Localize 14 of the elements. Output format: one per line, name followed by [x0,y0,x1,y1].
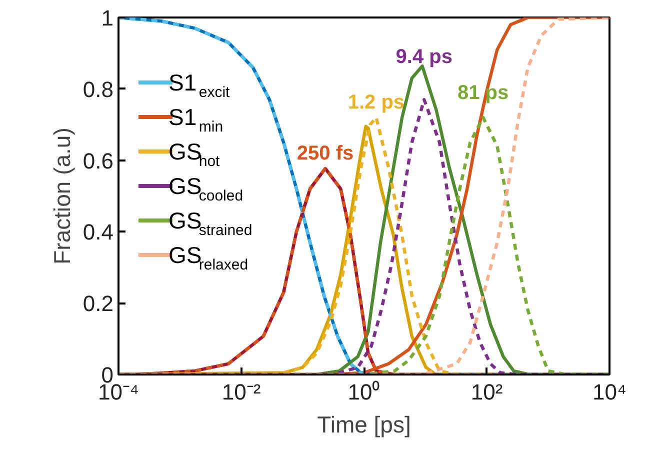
annotation: 250 fs [296,142,354,165]
annotation: 9.4 ps [396,46,452,68]
y-tick-label: 0.2 [82,291,114,316]
x-tick-label: 10⁻² [222,380,261,404]
x-tick-label: 10² [470,380,503,404]
y-tick-label: 0.8 [82,76,114,102]
x-tick-label: 10⁰ [348,380,380,404]
annotation: 1.2 ps [348,91,405,114]
x-axis-title: Time [ps] [317,412,411,438]
y-tick-label: 0.4 [82,220,114,245]
x-tick-label: 10⁴ [592,380,626,404]
y-tick-label: 1 [101,6,114,30]
y-tick-label: 0.6 [82,148,114,174]
y-axis-title: Fraction (a.u) [48,128,75,264]
